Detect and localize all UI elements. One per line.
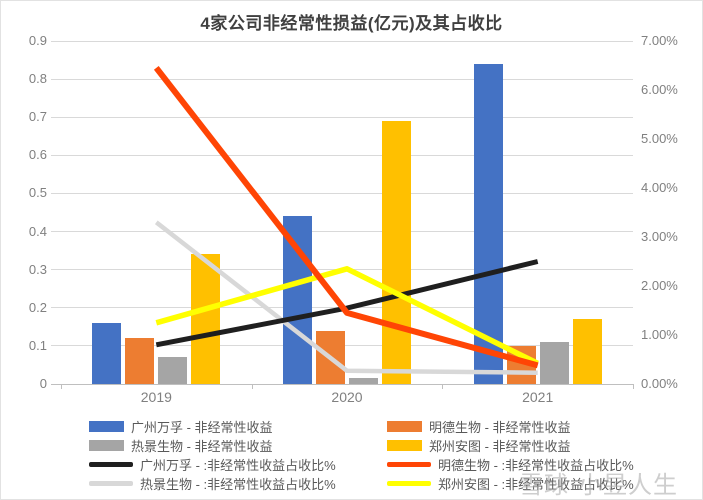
legend-item: 郑州安图 - 非经常性收益 [387,436,687,455]
legend-label: 广州万孚 - 非经常性收益 [131,420,273,435]
legend-label: 郑州安图 - 非经常性收益 [429,439,571,454]
legend-item: 明德生物 - :非经常性收益占收比% [387,455,687,474]
left-axis-tick-label: 0.2 [28,299,47,315]
legend-bar-swatch [387,421,422,432]
x-label-2020: 2020 [331,389,363,405]
legend-bar-swatch [89,440,124,451]
x-label-2021: 2021 [522,389,554,405]
bar-groups [61,41,633,384]
left-axis-tick-label: 0.3 [28,261,47,277]
x-label-2019: 2019 [140,389,172,405]
legend-label: 郑州安图 - :非经常性收益占收比% [438,477,634,492]
plot-area [51,40,634,389]
left-axis-tick-label: 0 [39,376,47,391]
legend-label: 明德生物 - 非经常性收益 [429,420,571,435]
bar [382,121,411,384]
line-series [153,66,539,369]
right-axis-tick-label: 4.00% [641,180,678,195]
legend-item: 热景生物 - :非经常性收益占收比% [89,474,387,493]
right-axis-tick-label: 1.00% [641,327,678,342]
x-axis-tick [633,384,634,389]
x-axis-tick [251,384,253,389]
legend-label: 热景生物 - :非经常性收益占收比% [140,477,336,492]
bar [191,254,221,384]
gridline [51,231,633,233]
left-axis-tick-label: 0.8 [28,71,47,87]
bar [125,338,155,384]
legend-item: 明德生物 - 非经常性收益 [387,417,687,436]
x-axis-tick [442,384,444,389]
left-axis-tick-label: 0.7 [28,109,47,125]
legend-line-swatch [387,462,431,467]
bar [158,357,188,384]
legend-line-swatch [89,481,133,486]
legend-label: 明德生物 - :非经常性收益占收比% [438,458,634,473]
left-axis-tick-label: 0.1 [28,337,47,353]
line-series [155,266,539,366]
right-axis-tick-label: 0.00% [641,376,678,391]
bar [349,378,378,384]
x-axis-tick [61,384,62,389]
chart-title: 4家公司非经常性损益(亿元)及其占收比 [200,14,503,33]
gridline [51,40,633,42]
right-axis-tick-label: 2.00% [641,278,678,293]
legend-bar-swatch [387,440,422,451]
legend-item: 郑州安图 - :非经常性收益占收比% [387,474,687,493]
legend-item: 热景生物 - 非经常性收益 [89,436,387,455]
right-axis-tick-label: 5.00% [641,131,678,146]
gridline [51,78,633,80]
right-axis-tick-label: 3.00% [641,229,678,244]
line-series [154,220,538,375]
legend-label: 广州万孚 - :非经常性收益占收比% [140,458,336,473]
right-axis-tick-label: 7.00% [641,33,678,48]
legend-line-swatch [387,481,431,486]
gridline [51,116,633,118]
x-axis-labels: 2019 2020 2021 [61,389,633,405]
bar [572,319,602,384]
right-axis-tick-label: 6.00% [641,82,678,97]
bar [473,63,503,384]
legend-item: 广州万孚 - :非经常性收益占收比% [89,455,387,474]
legend-bar-swatch [89,421,124,432]
bar [92,323,122,384]
bar [283,216,312,384]
legend-item: 广州万孚 - 非经常性收益 [89,417,387,436]
gridline [51,383,633,385]
legend: 广州万孚 - 非经常性收益 明德生物 - 非经常性收益 热景生物 - 非经常性收益郑… [89,417,687,493]
gridline [51,154,633,156]
line-series-layer [153,66,539,375]
bar [539,342,569,384]
left-axis-tick-label: 0.5 [28,185,47,201]
legend-label: 热景生物 - 非经常性收益 [131,439,273,454]
bar-group-2020 [252,41,443,384]
legend-line-swatch [89,462,133,467]
left-axis-tick-label: 0.6 [28,147,47,163]
left-axis-tick-label: 0.9 [28,33,47,48]
bar-group-2019 [61,41,252,384]
gridline [51,192,633,194]
left-axis-tick-label: 0.4 [28,223,47,239]
